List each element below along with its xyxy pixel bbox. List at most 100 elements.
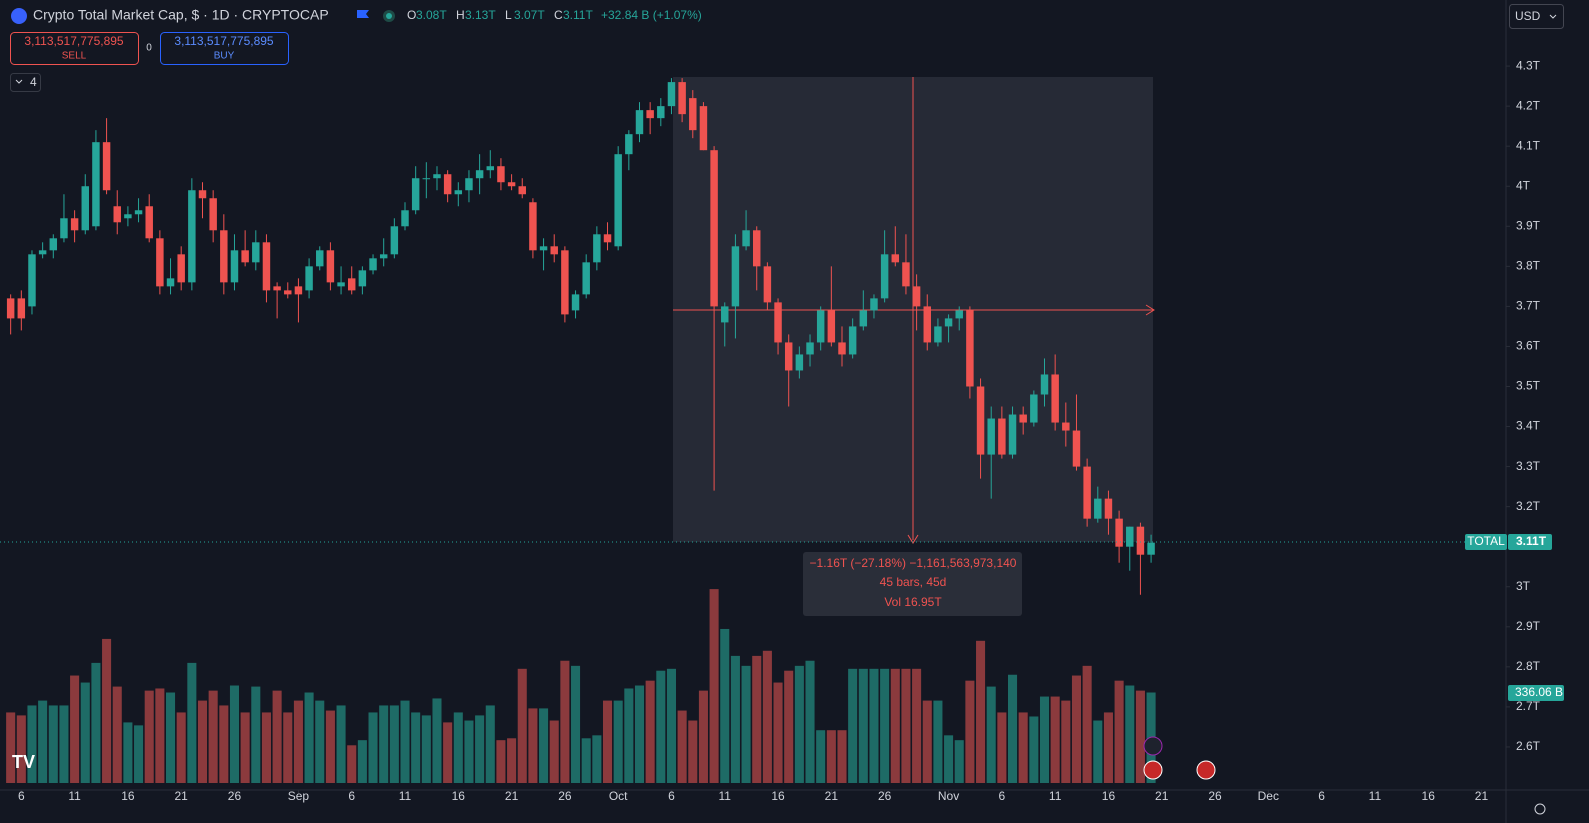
- candle-body: [1094, 498, 1102, 519]
- volume-bar: [357, 740, 367, 783]
- candle-body: [944, 318, 953, 327]
- volume-bar: [1071, 675, 1082, 783]
- indicator-count[interactable]: 4: [30, 75, 37, 89]
- ohlc-key: L: [505, 8, 512, 22]
- candle-body: [635, 110, 644, 135]
- x-tick-label: 6: [18, 789, 25, 803]
- event-icon[interactable]: [1196, 760, 1216, 780]
- plot: [6, 78, 1156, 783]
- candle-body: [657, 106, 665, 119]
- volume-bar: [890, 668, 900, 783]
- volume-bar: [432, 698, 442, 783]
- currency[interactable]: USD: [1515, 9, 1541, 23]
- event-icon[interactable]: [1143, 736, 1163, 756]
- candle-body: [774, 302, 782, 343]
- buy-price[interactable]: 3,113,517,775,895: [174, 34, 274, 48]
- buy-label[interactable]: BUY: [214, 51, 235, 62]
- candle-body: [1104, 498, 1113, 519]
- volume-bar: [944, 735, 954, 783]
- x-tick-label: 11: [1369, 789, 1382, 803]
- change: +32.84 B (+1.07%): [601, 8, 702, 22]
- candle-body: [582, 262, 590, 295]
- candle-body: [156, 238, 164, 287]
- candle-body: [518, 186, 526, 195]
- volume-bar: [837, 730, 847, 783]
- candle-body: [721, 306, 729, 323]
- measure-arrow: [1145, 304, 1155, 316]
- candle-body: [1019, 414, 1027, 423]
- volume-bar: [421, 715, 431, 783]
- volume-bar: [400, 700, 410, 783]
- ohlc-value: 3.07T: [514, 8, 545, 22]
- x-tick-label: 21: [505, 789, 519, 803]
- volume-bar: [1103, 712, 1113, 783]
- currency-select[interactable]: [1509, 4, 1564, 29]
- volume-bar: [613, 700, 623, 783]
- sell-label[interactable]: SELL: [62, 51, 87, 62]
- volume-bar: [70, 675, 80, 783]
- volume-bar: [624, 688, 634, 783]
- sell-button[interactable]: [10, 32, 139, 65]
- symbol-title: Crypto Total Market Cap, $ · 1D · CRYPTO…: [33, 7, 329, 23]
- volume-bar: [1039, 696, 1050, 783]
- candle-body: [262, 242, 271, 291]
- volume-badge-value: 336.06 B: [1515, 685, 1563, 699]
- volume-bar: [1029, 716, 1039, 783]
- volume-bar: [997, 712, 1007, 783]
- candle-body: [337, 282, 345, 287]
- volume-bar: [112, 686, 122, 783]
- ohlc-key: H: [456, 8, 465, 22]
- volume-bar: [48, 705, 58, 783]
- candle-body: [827, 310, 836, 343]
- logo: TV: [12, 752, 35, 772]
- x-tick-label: 26: [228, 789, 242, 803]
- candle-body: [923, 306, 931, 343]
- candle-body: [870, 298, 878, 311]
- candle-body: [326, 250, 335, 283]
- y-tick-label: 3.8T: [1516, 259, 1541, 273]
- volume-bar: [485, 705, 495, 783]
- buy-button[interactable]: [160, 32, 289, 65]
- volume-bar: [848, 668, 858, 783]
- x-tick-label: 11: [1049, 789, 1062, 803]
- candle-body: [1062, 422, 1070, 431]
- volume-bar: [144, 690, 154, 783]
- volume-bar: [549, 720, 559, 783]
- volume-bar: [858, 668, 868, 783]
- volume-bar: [16, 715, 26, 783]
- candle-body: [710, 150, 718, 307]
- volume-bar: [1061, 700, 1071, 783]
- candle-body: [1083, 466, 1091, 519]
- candle-body: [614, 154, 622, 247]
- indicator-toggle[interactable]: [10, 73, 41, 92]
- chevron[interactable]: [15, 79, 23, 84]
- volume-bar: [91, 662, 101, 783]
- candle-body: [955, 310, 963, 319]
- volume-badge: [1508, 685, 1564, 701]
- volume-bar: [912, 668, 922, 783]
- volume-bar: [219, 705, 229, 783]
- x-tick-label: Oct: [609, 789, 628, 803]
- volume-bar: [794, 665, 804, 783]
- candle-body: [689, 98, 697, 131]
- candle-body: [209, 198, 217, 231]
- volume-bar: [1125, 685, 1135, 783]
- candle-body: [6, 298, 15, 319]
- measure-text: Vol 16.95T: [884, 595, 942, 609]
- chevron[interactable]: [1549, 14, 1557, 19]
- candle-body: [305, 266, 313, 291]
- settings-icon[interactable]: [1534, 803, 1546, 815]
- volume-bar: [102, 638, 112, 783]
- volume-bar: [560, 660, 570, 783]
- price-badge: [1508, 534, 1552, 550]
- event-icon[interactable]: [1143, 760, 1163, 780]
- candle-body: [976, 386, 985, 455]
- volume-bar: [677, 710, 687, 783]
- volume-bar: [496, 740, 506, 783]
- measure-text: 45 bars, 45d: [880, 575, 947, 589]
- candle-body: [220, 230, 228, 283]
- volume-bar: [368, 712, 378, 783]
- candle-body: [358, 270, 367, 287]
- sell-price[interactable]: 3,113,517,775,895: [24, 34, 124, 48]
- volume-bar: [1114, 680, 1124, 783]
